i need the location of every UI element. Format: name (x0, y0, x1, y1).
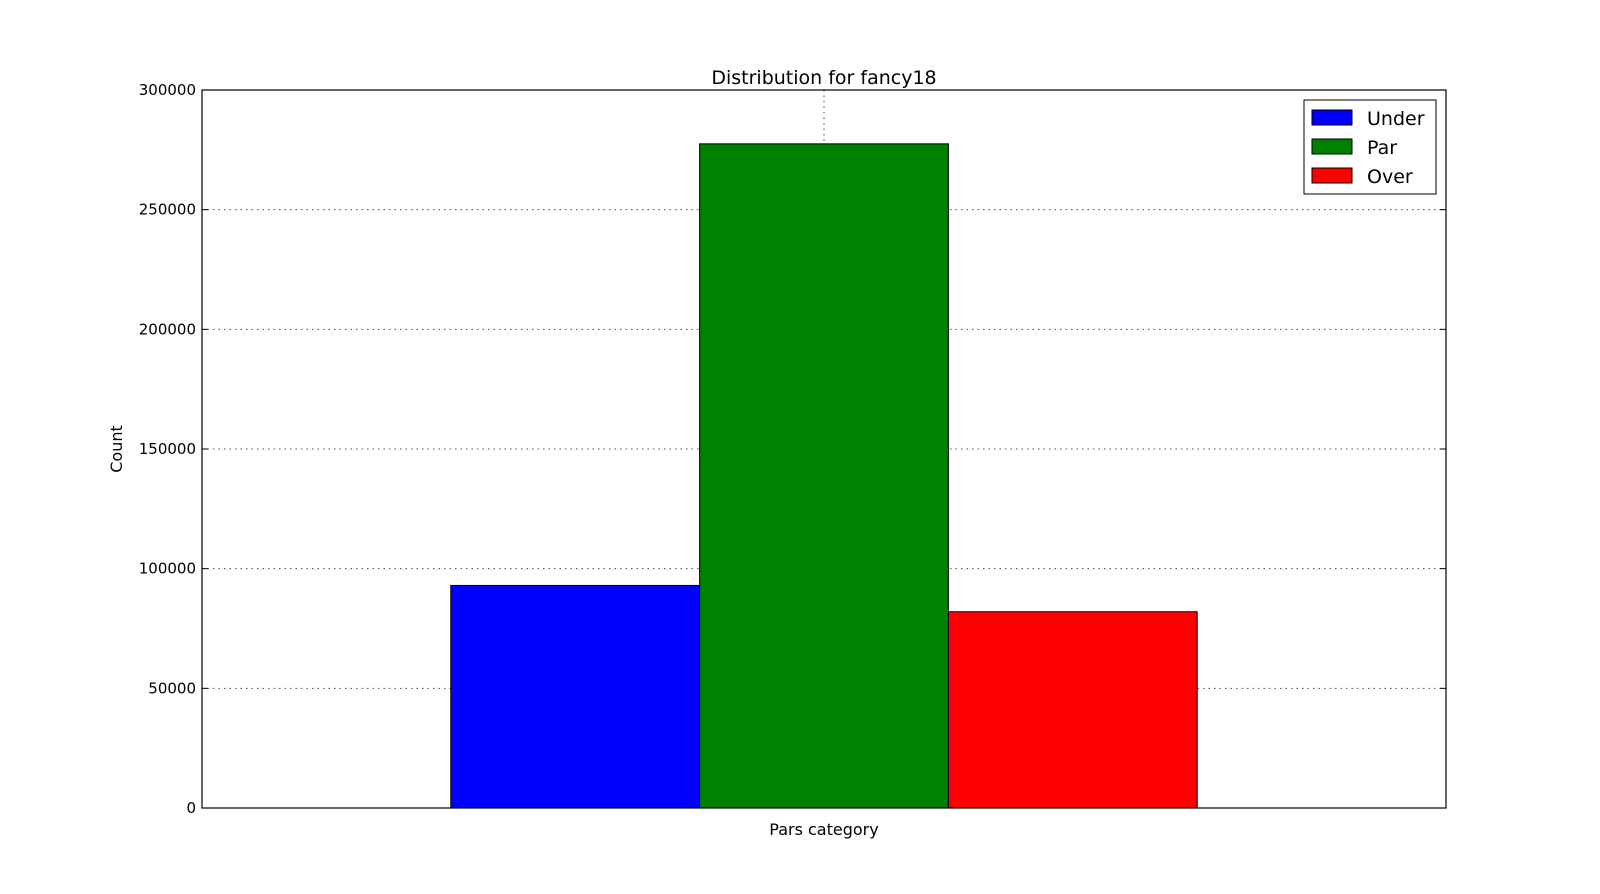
legend-label-under: Under (1367, 108, 1425, 130)
y-tick-label: 300000 (139, 81, 196, 99)
y-axis-label: Count (107, 425, 126, 473)
legend-label-par: Par (1367, 137, 1397, 159)
x-axis-label: Pars category (769, 820, 878, 839)
legend-label-over: Over (1367, 166, 1413, 188)
legend: Under Par Over (1303, 99, 1437, 195)
legend-swatch-over (1311, 167, 1353, 184)
y-axis-ticks: 0 50000 100000 150000 200000 250000 300000 (139, 81, 1446, 817)
y-tick-label: 150000 (139, 440, 196, 458)
y-tick-label: 250000 (139, 201, 196, 219)
legend-swatch-under (1311, 109, 1353, 126)
y-tick-label: 0 (186, 799, 196, 817)
legend-swatch-par (1311, 138, 1353, 155)
bars (450, 143, 1198, 809)
bar-par (699, 143, 949, 809)
bar-under (450, 584, 701, 809)
y-tick-label: 100000 (139, 560, 196, 578)
chart-title: Distribution for fancy18 (711, 67, 936, 89)
y-tick-label: 50000 (148, 679, 196, 697)
y-tick-label: 200000 (139, 320, 196, 338)
bar-over (947, 611, 1198, 809)
